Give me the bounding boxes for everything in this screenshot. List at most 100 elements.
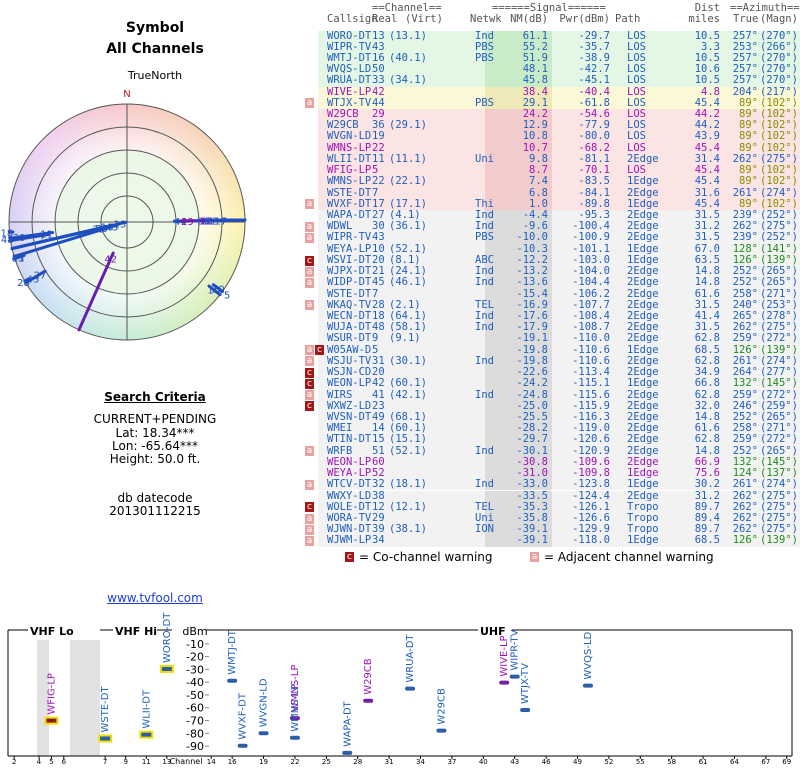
x-tick-label: 22 <box>290 758 299 766</box>
table-cell: (275°) <box>760 511 798 524</box>
table-cell: (18.1) <box>389 478 427 491</box>
table-cell: 259° <box>732 388 758 401</box>
table-row <box>318 333 800 345</box>
table-cell: (2.1) <box>389 298 421 311</box>
signal-shade <box>485 434 552 446</box>
signal-shade <box>485 41 552 53</box>
table-cell: -110.0 <box>572 332 610 345</box>
table-cell: -24.8 <box>516 388 548 401</box>
table-cell: WMNS-LP <box>327 175 372 188</box>
table-row <box>318 490 800 502</box>
station-label: 44 <box>174 217 187 228</box>
x-tick-label: 16 <box>228 758 237 766</box>
table-cell: 1Edge <box>627 197 659 210</box>
station-label: WVGN-LD <box>259 678 270 727</box>
x-tick-label: 6 <box>62 758 67 766</box>
warning-icon: a <box>305 524 314 535</box>
legend-text: = Adjacent channel warning <box>544 550 714 564</box>
table-cell: 18 <box>372 310 385 322</box>
band-label: VHF Lo <box>30 625 74 638</box>
table-cell: WSJU-TV <box>327 354 372 367</box>
table-cell: (58.1) <box>389 321 427 334</box>
table-cell: (266°) <box>760 40 798 53</box>
signal-shade <box>485 378 552 390</box>
x-tick-label: 55 <box>636 758 645 766</box>
table-cell: 31 <box>372 354 385 367</box>
table-row <box>318 378 800 390</box>
table-cell: 8.7 <box>529 164 548 177</box>
y-tick-label: -80 <box>186 727 204 740</box>
table-cell: LOS <box>627 40 646 53</box>
x-tick-label: 64 <box>730 758 739 766</box>
x-tick-label: 7 <box>103 758 107 766</box>
datecode: 201301112215 <box>109 504 201 518</box>
signal-mark <box>582 683 593 688</box>
header-top: ======Signal====== <box>492 2 606 14</box>
station-label: W29CB <box>363 658 374 695</box>
table-cell: -42.7 <box>578 63 610 76</box>
table-cell: WVSN-DT <box>327 410 372 423</box>
table-cell: WEYA-LP <box>327 242 372 255</box>
signal-shade <box>485 153 552 166</box>
table-cell: Ind <box>475 478 494 491</box>
table-cell: PBS <box>475 231 494 244</box>
signal-shade <box>485 210 552 222</box>
band-label: UHF <box>480 625 506 638</box>
table-cell: 32 <box>372 478 385 491</box>
signal-shade <box>485 344 552 356</box>
table-cell: 66.9 <box>694 455 720 468</box>
table-row <box>318 468 800 480</box>
warning-icon: a <box>305 221 314 232</box>
table-cell: WIRS <box>327 388 353 401</box>
legend-icon: a <box>530 552 539 562</box>
polar-title: Symbol <box>125 20 185 36</box>
table-cell: -30.8 <box>516 455 548 468</box>
table-cell: (265°) <box>760 444 798 457</box>
table-cell: 9 <box>372 332 379 345</box>
site-link[interactable]: www.tvfool.com <box>107 591 203 605</box>
signal-shade <box>485 333 552 345</box>
table-cell: WMNS-LP <box>327 141 372 154</box>
x-tick-label: 34 <box>416 758 425 766</box>
table-cell: 2Edge <box>627 276 659 289</box>
table-cell: 89° <box>739 108 758 121</box>
table-cell: -61.8 <box>578 96 610 109</box>
table-cell: WXWZ-LD <box>327 399 372 412</box>
table-cell: WAPA-DT <box>327 209 372 222</box>
table-cell: (60.1) <box>389 422 427 435</box>
table-row <box>318 266 800 278</box>
warning-icon: a <box>305 536 314 546</box>
table-cell: WRFB <box>327 444 353 457</box>
table-cell: 252° <box>732 276 758 289</box>
signal-mark <box>258 731 269 736</box>
station-label: 13 <box>114 220 127 231</box>
table-cell: Ind <box>475 388 494 401</box>
table-cell: (259°) <box>760 399 798 412</box>
station-label: 10 <box>207 286 220 297</box>
table-cell: -89.8 <box>578 197 610 210</box>
table-cell: LOS <box>627 51 646 64</box>
table-cell: 44 <box>372 96 385 109</box>
x-tick-label: 43 <box>510 758 519 766</box>
table-cell: 7 <box>372 287 379 300</box>
table-cell: (42.1) <box>389 388 427 401</box>
table-cell: 30.2 <box>694 478 720 491</box>
table-cell: 12 <box>372 500 385 513</box>
table-cell: (271°) <box>760 287 798 300</box>
station-label: 18 <box>1 229 14 240</box>
x-tick-label: 19 <box>259 758 268 766</box>
table-cell: 14.8 <box>694 265 720 278</box>
x-tick-label: 58 <box>667 758 676 766</box>
table-cell: 45 <box>372 276 385 289</box>
table-cell: (29.1) <box>389 119 427 132</box>
table-cell: TEL <box>475 500 494 513</box>
table-cell: 1Edge <box>627 343 659 356</box>
signal-mark <box>363 698 374 703</box>
table-cell: -25.5 <box>516 410 548 423</box>
signal-shade <box>485 243 552 255</box>
table-cell: 2Edge <box>627 310 659 322</box>
table-cell: -38.9 <box>578 51 610 64</box>
table-cell: Ind <box>475 310 494 322</box>
signal-shade <box>485 97 552 109</box>
x-tick-label: 52 <box>604 758 613 766</box>
